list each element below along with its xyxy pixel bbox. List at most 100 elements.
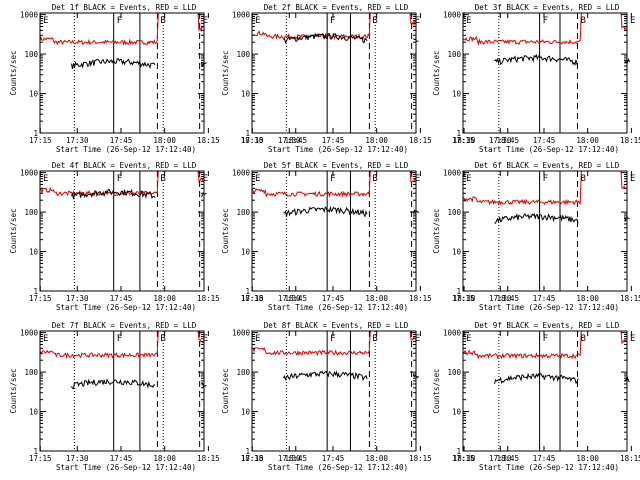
marker-label: F (117, 334, 122, 344)
x-tick-label: 18:45 (284, 136, 307, 145)
panel-title: Det 6f BLACK = Events, RED = LLD (475, 161, 620, 170)
y-tick-label: 10 (29, 408, 39, 417)
x-tick-label: 18:15 (620, 294, 640, 303)
marker-label: F (543, 174, 548, 184)
x-axis-label: Start Time (26-Sep-12 17:12:40) (479, 463, 619, 472)
panel-det-8: Det 8f BLACK = Events, RED = LLD E F B E 1 10 1… (221, 321, 519, 472)
plot-frame (251, 170, 417, 292)
events-series-line (283, 205, 368, 218)
x-tick-label: 18:15 (409, 136, 432, 145)
plot-frame (462, 12, 628, 134)
x-tick-label: 18:30 (241, 454, 264, 463)
events-series-line (494, 212, 579, 224)
y-tick-label: 10 (241, 248, 251, 257)
x-tick-label: 17:30 (489, 294, 512, 303)
marker-label: E (255, 16, 260, 26)
x-tick-label: 17:15 (29, 454, 52, 463)
x-tick-label: 18:45 (496, 136, 519, 145)
y-tick-label: 1000 (443, 169, 462, 178)
x-tick-label: 18:15 (409, 294, 432, 303)
panel-title: Det 3f BLACK = Events, RED = LLD (475, 3, 620, 12)
x-tick-label: 18:15 (197, 136, 220, 145)
marker-label: E (415, 174, 420, 184)
x-tick-label: 17:15 (241, 454, 264, 463)
marker-label: F (543, 334, 548, 344)
y-tick-label: 1 (245, 129, 250, 138)
panel-title: Det 4f BLACK = Events, RED = LLD (52, 161, 197, 170)
marker-label: F (543, 16, 548, 26)
marker-label: E (630, 174, 635, 184)
plot-frame (251, 12, 417, 134)
y-tick-label: 1 (245, 447, 250, 456)
panel-det-6: Det 6f BLACK = Events, RED = LLD E F B E 1 10 1… (432, 161, 640, 312)
y-tick-label: 1000 (20, 169, 39, 178)
x-axis-label: Start Time (26-Sep-12 17:12:40) (268, 463, 408, 472)
x-tick-label: 17:15 (29, 136, 52, 145)
x-tick-label: 18:45 (496, 454, 519, 463)
marker-label: F (330, 334, 335, 344)
marker-label: B (160, 16, 165, 26)
x-tick-label: 18:00 (153, 294, 176, 303)
events-series-line (71, 188, 156, 200)
x-tick-label: 18:00 (576, 454, 599, 463)
marker-label: E (43, 334, 48, 344)
x-tick-label: 18:45 (284, 454, 307, 463)
y-axis-label: Counts/sec (432, 208, 441, 253)
x-tick-label: 17:30 (278, 294, 301, 303)
marker-label: E (466, 334, 471, 344)
y-tick-label: 1 (456, 447, 461, 456)
y-axis-label: Counts/sec (221, 208, 230, 253)
marker-label: B (580, 16, 585, 26)
panel-title: Det 7f BLACK = Events, RED = LLD (52, 321, 197, 330)
events-series-line (494, 372, 579, 385)
panel-title: Det 2f BLACK = Events, RED = LLD (264, 3, 409, 12)
x-tick-label: 18:45 (496, 294, 519, 303)
plot-frame (462, 330, 628, 452)
x-tick-label: 18:30 (241, 294, 264, 303)
y-tick-label: 1000 (232, 169, 251, 178)
marker-label: E (415, 334, 420, 344)
y-tick-label: 1 (33, 129, 38, 138)
x-tick-label: 17:30 (278, 136, 301, 145)
x-tick-label: 17:45 (322, 294, 345, 303)
panel-det-2: Det 2f BLACK = Events, RED = LLD E F B E 1 10 1… (221, 3, 519, 154)
x-tick-label: 17:15 (241, 136, 264, 145)
marker-label: E (255, 334, 260, 344)
x-tick-label: 18:00 (576, 294, 599, 303)
x-tick-label: 18:30 (453, 294, 476, 303)
x-tick-label: 18:00 (153, 136, 176, 145)
panel-det-7: Det 7f BLACK = Events, RED = LLD E F B E 1 10 1… (9, 321, 307, 472)
x-tick-label: 18:45 (284, 294, 307, 303)
y-tick-label: 10 (241, 408, 251, 417)
y-tick-label: 1000 (20, 329, 39, 338)
y-tick-label: 1 (245, 287, 250, 296)
x-tick-label: 17:15 (452, 294, 475, 303)
x-tick-label: 17:30 (489, 454, 512, 463)
x-tick-label: 17:30 (278, 454, 301, 463)
x-tick-label: 18:30 (453, 136, 476, 145)
x-axis-label: Start Time (26-Sep-12 17:12:40) (479, 145, 619, 154)
x-tick-label: 17:30 (66, 454, 89, 463)
y-axis-label: Counts/sec (432, 368, 441, 413)
y-tick-label: 10 (452, 248, 462, 257)
x-tick-label: 17:45 (533, 294, 556, 303)
marker-label: F (330, 16, 335, 26)
y-tick-label: 10 (241, 90, 251, 99)
y-tick-label: 10 (452, 408, 462, 417)
y-axis-label: Counts/sec (9, 208, 18, 253)
marker-label: E (43, 174, 48, 184)
marker-label: E (466, 174, 471, 184)
panel-det-5: Det 5f BLACK = Events, RED = LLD E F B E 1 10 1… (221, 161, 519, 312)
x-tick-label: 18:15 (197, 454, 220, 463)
marker-label: F (117, 16, 122, 26)
marker-label: B (580, 334, 585, 344)
y-tick-label: 1 (456, 287, 461, 296)
y-tick-label: 100 (24, 208, 38, 217)
x-tick-label: 18:00 (365, 454, 388, 463)
y-axis-label: Counts/sec (221, 368, 230, 413)
plot-frame (462, 170, 628, 292)
marker-label: E (203, 174, 208, 184)
x-tick-label: 18:15 (409, 454, 432, 463)
x-tick-label: 18:15 (620, 136, 640, 145)
